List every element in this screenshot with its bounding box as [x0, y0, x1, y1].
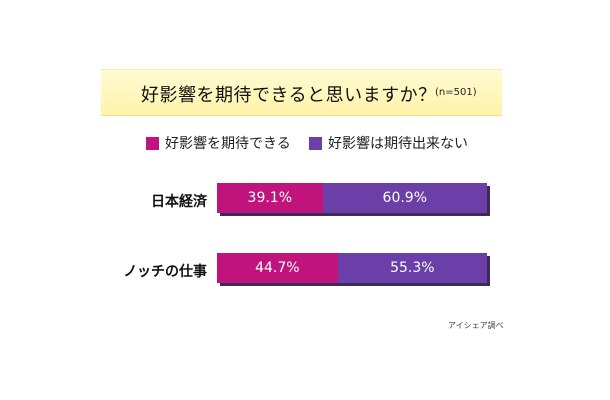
bar-segments: 44.7% 55.3% — [217, 253, 487, 283]
data-label: 39.1% — [247, 190, 293, 206]
bar-segments: 39.1% 60.9% — [217, 183, 487, 213]
legend-label-negative: 好影響は期待出来ない — [328, 136, 468, 152]
chart-title: 好影響を期待できると思いますか？ — [141, 85, 437, 106]
data-label: 60.9% — [382, 190, 428, 206]
data-label: 55.3% — [390, 260, 435, 276]
legend-label-positive: 好影響を期待できる — [165, 136, 291, 152]
bar-segment-positive: 39.1% — [217, 183, 323, 213]
legend-item-negative: 好影響は期待出来ない — [309, 133, 468, 153]
bar-japan-economy: 39.1% 60.9% — [217, 183, 490, 216]
category-label-japan-economy: 日本経済 — [151, 194, 207, 210]
bar-segment-negative: 60.9% — [322, 183, 487, 213]
bar-segment-positive: 44.7% — [217, 253, 338, 283]
chart-subtitle: (n=501) — [435, 87, 477, 98]
data-label: 44.7% — [255, 260, 300, 276]
source-note: アイシェア調べ — [448, 321, 504, 330]
bar-notch-work: 44.7% 55.3% — [217, 253, 490, 286]
legend-item-positive: 好影響を期待できる — [146, 133, 291, 153]
bar-segment-negative: 55.3% — [337, 253, 487, 283]
legend-swatch-positive — [146, 136, 159, 150]
title-box: 好影響を期待できると思いますか？ (n=501) — [101, 69, 502, 116]
category-label-notch-work: ノッチの仕事 — [123, 264, 207, 280]
legend-swatch-negative — [309, 136, 322, 150]
